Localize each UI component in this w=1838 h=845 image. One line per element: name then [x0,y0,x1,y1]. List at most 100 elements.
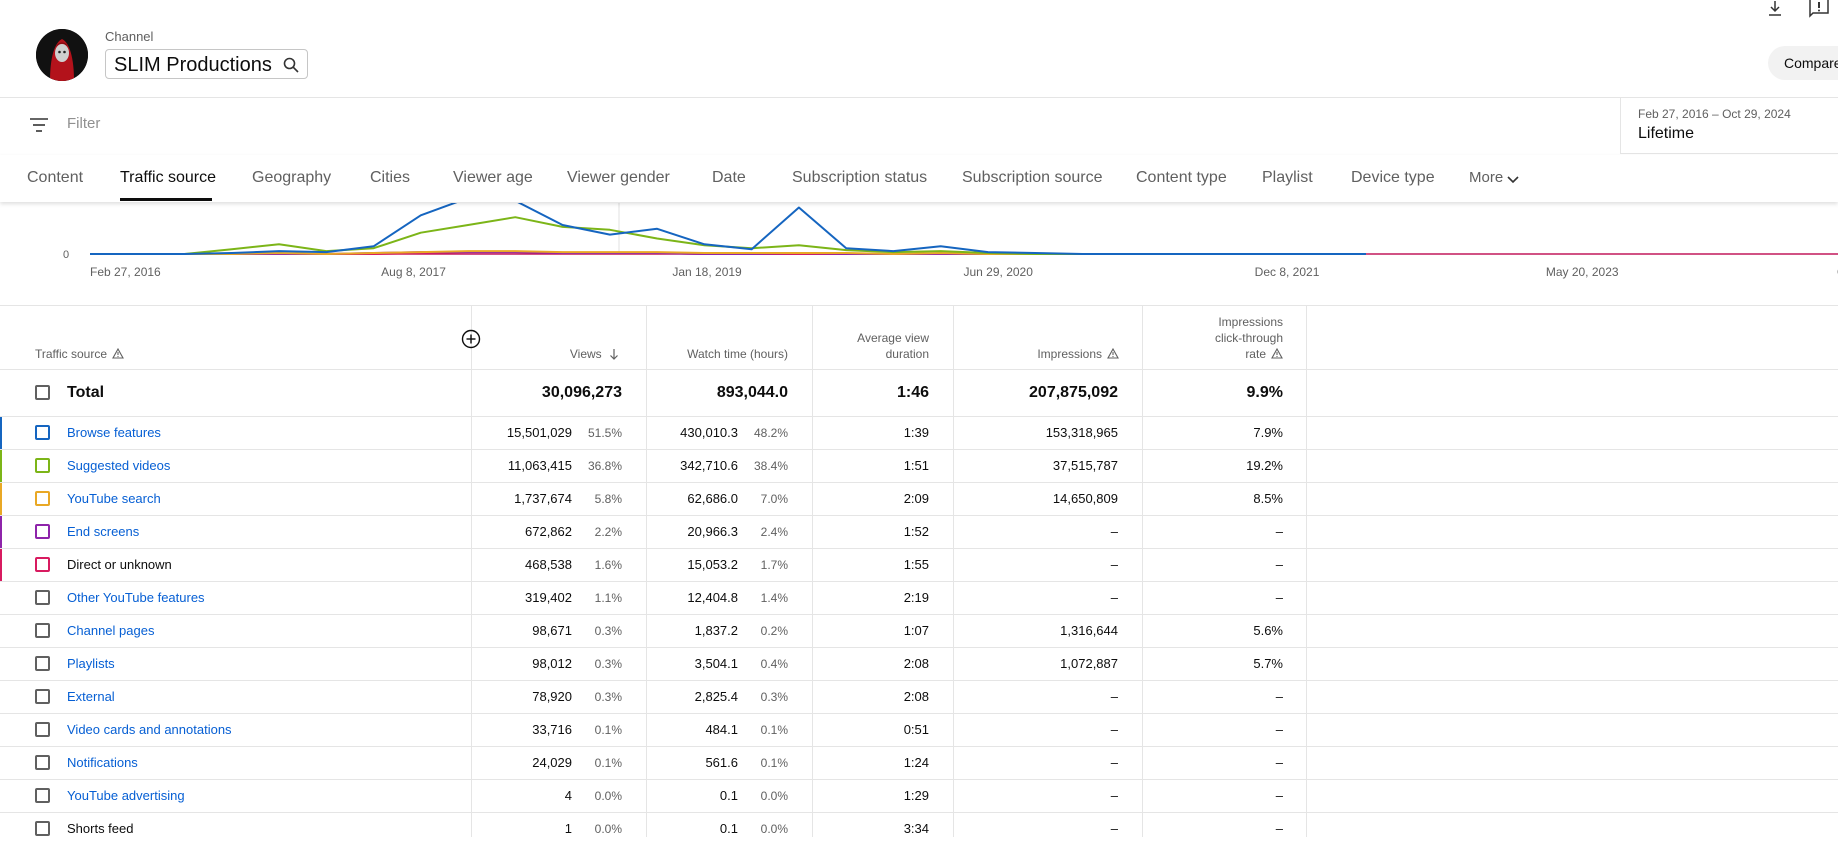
series-line[interactable] [90,197,1366,255]
date-range-picker[interactable]: Feb 27, 2016 – Oct 29, 2024 Lifetime [1620,98,1838,154]
row-traffic-source[interactable]: Channel pages [67,623,155,638]
tab-more[interactable]: More [1469,169,1504,186]
row-views: 98,012 [532,656,572,671]
warning-icon[interactable] [1107,347,1119,359]
tab-traffic-source[interactable]: Traffic source [120,169,217,186]
tab-content[interactable]: Content [27,169,84,186]
header-average-view-duration[interactable]: Average view duration [857,330,929,362]
header-ctr-line-1: Impressions [1218,315,1283,329]
row-checkbox[interactable] [35,590,50,605]
row-checkbox[interactable] [35,656,50,671]
table-row[interactable]: Channel pages 98,671 0.3% 1,837.2 0.2% 1:07 1,… [0,614,1838,647]
row-watch-time-percent: 0.3% [760,690,788,704]
table-row[interactable]: Direct or unknown 468,538 1.6% 15,053.2 1.7%… [0,548,1838,581]
row-impressions: – [1110,590,1118,605]
row-checkbox[interactable] [35,623,50,638]
header-views[interactable]: Views [570,346,619,364]
table-row[interactable]: Shorts feed 1 0.0% 0.1 0.0% 3:34 – – [0,812,1838,845]
row-avg-duration: 2:08 [903,689,929,704]
header-watch-time[interactable]: Watch time (hours) [687,347,788,361]
filter-icon[interactable] [28,114,50,136]
tab-subscription-source[interactable]: Subscription source [962,169,1103,186]
add-column-icon[interactable] [461,329,481,349]
row-traffic-source[interactable]: End screens [67,524,140,539]
series-line[interactable] [90,216,1366,255]
sort-down-icon[interactable] [609,348,619,364]
table-row[interactable]: Suggested videos 11,063,415 36.8% 342,710.6… [0,449,1838,482]
tab-content-type[interactable]: Content type [1136,169,1227,186]
warning-icon[interactable] [112,347,124,359]
y-tick-label: 0 [63,249,69,261]
tab-subscription-status[interactable]: Subscription status [792,169,928,186]
traffic-chart-svg: 0 Feb 27, 2016 Aug 8, 2017 Jan 18, 2019 Jun … [63,197,1838,279]
row-traffic-source[interactable]: Playlists [67,656,115,671]
row-traffic-source[interactable]: Direct or unknown [67,557,172,572]
row-traffic-source[interactable]: Suggested videos [67,458,171,473]
row-avg-duration: 0:51 [903,722,929,737]
row-checkbox[interactable] [35,821,50,836]
row-checkbox[interactable] [35,557,50,572]
tab-cities[interactable]: Cities [370,169,411,186]
row-impressions: 37,515,787 [1052,458,1118,473]
table-row[interactable]: Video cards and annotations 33,716 0.1% 484… [0,713,1838,746]
series-color-bar [0,549,2,581]
row-views-percent: 0.3% [594,690,622,704]
row-checkbox[interactable] [35,755,50,770]
table-row[interactable]: Other YouTube features 319,402 1.1% 12,404.… [0,581,1838,614]
row-checkbox[interactable] [35,689,50,704]
compare-button[interactable]: Compare [1768,46,1838,80]
channel-avatar[interactable] [36,29,88,81]
table-row[interactable]: Browse features 15,501,029 51.5% 430,010.3 4… [0,416,1838,449]
row-traffic-source[interactable]: Shorts feed [67,821,134,836]
row-impressions: – [1110,755,1118,770]
channel-selector[interactable]: SLIM Productions [105,49,308,79]
row-views-percent: 0.0% [594,789,622,803]
table-row[interactable]: Playlists 98,012 0.3% 3,504.1 0.4% 2:08 1,072,… [0,647,1838,680]
table-row[interactable]: Notifications 24,029 0.1% 561.6 0.1% 1:24 – – [0,746,1838,779]
row-views: 24,029 [532,755,572,770]
row-views: 319,402 [525,590,572,605]
row-checkbox[interactable] [35,524,50,539]
search-icon[interactable] [282,56,300,74]
row-checkbox[interactable] [35,458,50,473]
row-traffic-source[interactable]: Other YouTube features [67,590,205,605]
tab-playlist[interactable]: Playlist [1262,169,1313,186]
tab-geography[interactable]: Geography [252,169,332,186]
row-impressions: 153,318,965 [1045,425,1118,440]
row-traffic-source[interactable]: Video cards and annotations [67,722,232,737]
traffic-chart[interactable]: 0 Feb 27, 2016 Aug 8, 2017 Jan 18, 2019 Jun … [0,197,1838,283]
row-traffic-source[interactable]: External [67,689,115,704]
filter-input[interactable]: Filter [67,115,101,132]
filter-bar[interactable]: Filter [0,98,1620,154]
total-checkbox[interactable] [35,385,50,400]
row-traffic-source[interactable]: Notifications [67,755,138,770]
table-row[interactable]: YouTube search 1,737,674 5.8% 62,686.0 7.0% 2… [0,482,1838,515]
row-checkbox[interactable] [35,491,50,506]
row-traffic-source[interactable]: YouTube search [67,491,161,506]
row-ctr: – [1275,821,1283,836]
tab-viewer-gender[interactable]: Viewer gender [567,169,670,186]
tab-device-type[interactable]: Device type [1351,169,1435,186]
row-checkbox[interactable] [35,425,50,440]
row-watch-time: 15,053.2 [687,557,738,572]
feedback-icon[interactable] [1808,0,1830,18]
table-row[interactable]: External 78,920 0.3% 2,825.4 0.3% 2:08 – – [0,680,1838,713]
header-traffic-source[interactable]: Traffic source [35,346,124,362]
table-row[interactable]: YouTube advertising 4 0.0% 0.1 0.0% 1:29 – – [0,779,1838,812]
download-icon[interactable] [1766,0,1784,18]
row-checkbox[interactable] [35,722,50,737]
tab-viewer-age[interactable]: Viewer age [453,169,533,186]
row-watch-time-percent: 0.0% [760,789,788,803]
row-ctr: – [1275,755,1283,770]
row-views: 78,920 [532,689,572,704]
row-traffic-source[interactable]: Browse features [67,425,161,440]
chevron-down-icon[interactable] [1506,172,1520,184]
warning-icon[interactable] [1271,347,1283,359]
row-checkbox[interactable] [35,788,50,803]
header-impressions[interactable]: Impressions [1037,346,1119,362]
header-ctr[interactable]: Impressions click-through rate [1215,314,1283,362]
x-tick-label: Jan 18, 2019 [672,265,742,279]
row-traffic-source[interactable]: YouTube advertising [67,788,185,803]
table-row[interactable]: End screens 672,862 2.2% 20,966.3 2.4% 1:52 – – [0,515,1838,548]
tab-date[interactable]: Date [712,169,746,186]
